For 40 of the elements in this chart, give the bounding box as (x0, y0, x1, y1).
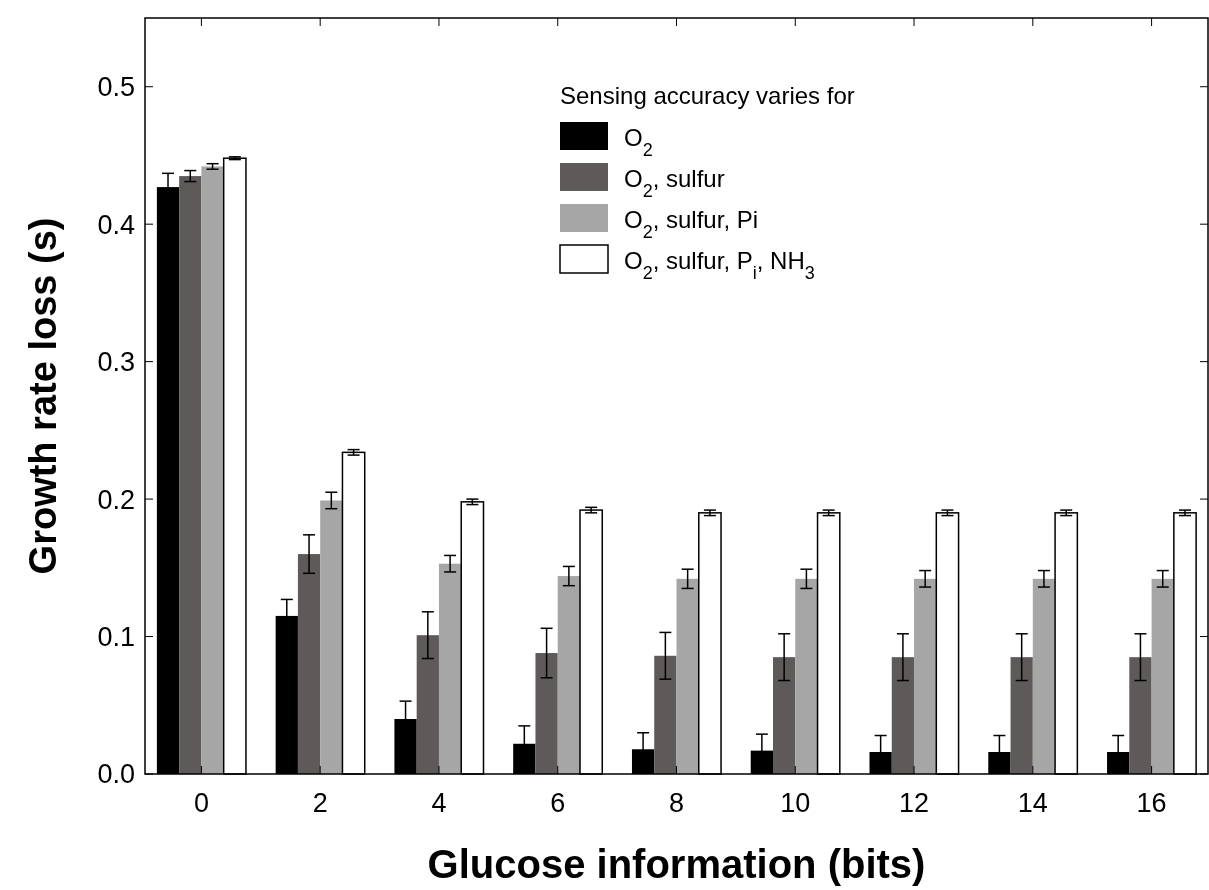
bar (416, 635, 439, 774)
x-axis-title: Glucose information (bits) (427, 842, 926, 886)
legend-label: O$_{2}$, sulfur (624, 165, 725, 201)
x-tick-label: 6 (550, 788, 566, 818)
bar (676, 578, 699, 774)
legend-label: O$_{2}$, sulfur, Pi (624, 206, 759, 242)
y-tick-label: 0.2 (97, 484, 135, 515)
y-tick-label: 0.4 (97, 209, 135, 240)
x-tick-label: 0 (193, 788, 209, 818)
bar (438, 563, 462, 774)
x-tick-label: 4 (431, 788, 447, 818)
y-tick-label: 0.3 (97, 347, 135, 378)
bar (914, 578, 937, 774)
x-tick-label: 2 (312, 788, 328, 818)
bar (201, 166, 224, 774)
bar (535, 653, 558, 774)
bar (891, 657, 915, 774)
bar (297, 554, 321, 774)
legend-label: O$_{2}$, sulfur, P$_{i}$, NH$_{3}$ (624, 247, 815, 283)
x-tick-label: 12 (899, 788, 930, 818)
bar (773, 657, 796, 774)
bar (1010, 657, 1033, 774)
y-axis-title: Growth rate loss (s) (22, 217, 64, 575)
bar (320, 500, 343, 774)
bar (795, 578, 818, 774)
legend-title: Sensing accuracy varies for (560, 82, 855, 109)
x-tick-label: 10 (780, 788, 811, 818)
y-tick-label: 0.0 (97, 759, 135, 790)
bar (179, 176, 202, 774)
bar (1151, 578, 1174, 774)
y-tick-label: 0.5 (97, 72, 135, 103)
bar (654, 655, 677, 774)
x-tick-label: 14 (1017, 788, 1048, 818)
legend-label: O$_{2}$ (624, 124, 653, 160)
y-tick-label: 0.1 (97, 622, 135, 652)
bar (557, 576, 580, 774)
bar (1032, 578, 1056, 774)
x-tick-label: 16 (1136, 788, 1167, 818)
x-tick-label: 8 (668, 788, 685, 818)
bar (1129, 657, 1152, 774)
